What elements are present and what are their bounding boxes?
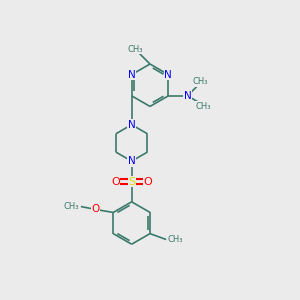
Text: N: N [164, 70, 172, 80]
Text: CH₃: CH₃ [195, 102, 211, 111]
Text: O: O [92, 205, 100, 214]
Text: N: N [128, 120, 136, 130]
Text: N: N [184, 91, 191, 101]
Text: CH₃: CH₃ [128, 45, 143, 54]
Text: S: S [128, 177, 135, 187]
Text: CH₃: CH₃ [64, 202, 80, 211]
Text: CH₃: CH₃ [192, 77, 208, 86]
Text: CH₃: CH₃ [168, 235, 183, 244]
Text: O: O [143, 177, 152, 187]
Text: N: N [128, 156, 136, 166]
Text: N: N [128, 70, 136, 80]
Text: O: O [111, 177, 120, 187]
